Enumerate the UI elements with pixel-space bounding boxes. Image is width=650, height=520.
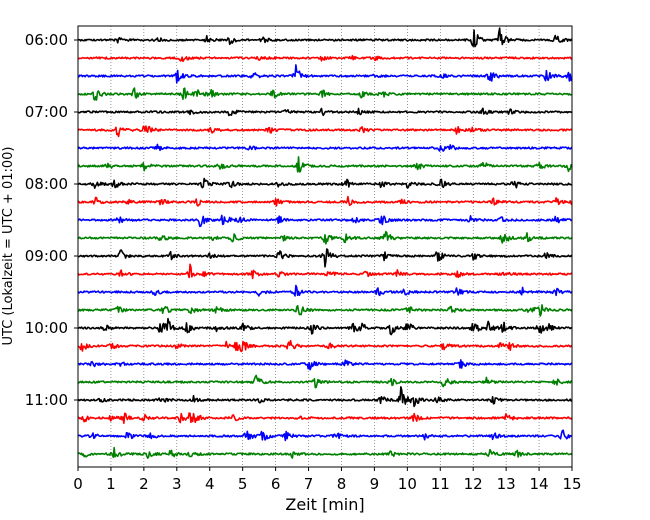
seismogram-trace xyxy=(77,107,573,117)
seismogram-trace xyxy=(77,446,573,459)
x-tick-label: 11 xyxy=(431,475,450,493)
seismogram-trace xyxy=(77,429,573,442)
seismogram-trace xyxy=(77,64,573,84)
seismogram-trace xyxy=(77,177,573,189)
x-axis-title: Zeit [min] xyxy=(285,495,364,514)
seismogram-trace xyxy=(77,230,573,245)
x-tick-label: 5 xyxy=(238,475,248,493)
x-tick-label: 14 xyxy=(530,475,549,493)
x-tick-label: 1 xyxy=(106,475,116,493)
seismogram-trace xyxy=(77,248,573,268)
x-tick-label: 9 xyxy=(370,475,380,493)
x-tick-label: 6 xyxy=(271,475,281,493)
seismogram-trace xyxy=(77,125,573,138)
y-tick-label: 10:00 xyxy=(25,319,68,337)
y-tick-label: 06:00 xyxy=(25,31,68,49)
x-tick-label: 3 xyxy=(172,475,182,493)
seismogram-trace xyxy=(77,339,573,353)
seismogram-trace xyxy=(77,263,573,280)
x-tick-label: 12 xyxy=(464,475,483,493)
y-tick-label: 11:00 xyxy=(25,391,68,409)
y-tick-label: 08:00 xyxy=(25,175,68,193)
seismogram-trace xyxy=(77,304,573,317)
y-axis-title: UTC (Lokalzeit = UTC + 01:00) xyxy=(1,147,16,346)
seismogram-traces xyxy=(77,27,573,459)
seismogram-trace xyxy=(77,214,573,228)
x-tick-label: 4 xyxy=(205,475,215,493)
x-axis-ticks: 0 1 2 3 4 5 6 7 8 9 10 11 12 13 14 15 xyxy=(73,467,582,493)
y-tick-label: 07:00 xyxy=(25,103,68,121)
plot-frame xyxy=(77,25,573,468)
seismogram-trace xyxy=(77,412,573,424)
x-tick-label: 0 xyxy=(73,475,83,493)
seismogram-trace xyxy=(77,143,573,152)
y-tick-label: 09:00 xyxy=(25,247,68,265)
seismogram-trace xyxy=(77,87,573,101)
seismogram-trace xyxy=(77,386,573,408)
seismogram-trace xyxy=(77,27,573,48)
seismogram-trace xyxy=(77,317,573,336)
x-tick-label: 10 xyxy=(398,475,417,493)
seismogram-trace xyxy=(77,374,573,389)
seismogram-trace xyxy=(77,359,573,371)
seismogram-trace xyxy=(77,156,573,173)
x-tick-label: 7 xyxy=(304,475,314,493)
seismogram-trace xyxy=(77,284,573,297)
x-tick-label: 15 xyxy=(562,475,581,493)
seismogram-trace xyxy=(77,54,573,63)
x-tick-label: 2 xyxy=(139,475,149,493)
x-tick-label: 8 xyxy=(337,475,347,493)
seismogram-trace xyxy=(77,195,573,207)
x-tick-label: 13 xyxy=(497,475,516,493)
y-axis-ticks: 06:00 07:00 08:00 09:00 10:00 11:00 xyxy=(25,31,78,409)
